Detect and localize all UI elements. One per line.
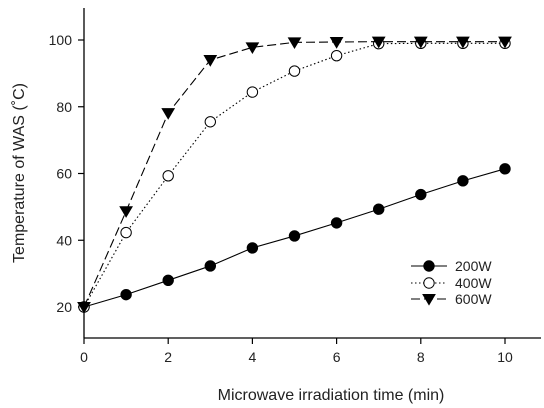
- data-point-200w: [120, 288, 132, 301]
- series-200w: [78, 163, 511, 313]
- y-tick-label: 80: [56, 99, 72, 115]
- data-point-600w: [498, 36, 512, 49]
- data-point-400w: [288, 65, 301, 77]
- x-axis-ticks: 0 2 4 6 8 10: [80, 338, 513, 365]
- data-point-200w: [288, 230, 301, 242]
- data-point-600w: [456, 36, 470, 49]
- data-point-600w: [371, 36, 386, 49]
- x-tick-label: 0: [80, 349, 88, 365]
- legend-item-400w: 400W: [411, 275, 492, 291]
- legend-marker-600w: [422, 294, 436, 306]
- x-tick-label: 6: [333, 349, 341, 365]
- x-tick-label: 10: [497, 349, 513, 365]
- data-point-400w: [120, 226, 132, 239]
- x-tick-label: 2: [164, 349, 172, 365]
- data-point-600w: [203, 55, 218, 67]
- y-tick-label: 100: [49, 32, 73, 48]
- data-point-600w: [245, 42, 260, 55]
- y-tick-label: 40: [56, 232, 72, 248]
- data-point-600w: [413, 36, 428, 49]
- data-point-200w: [330, 217, 343, 229]
- data-point-600w: [287, 37, 302, 50]
- y-axis-title: Temperature of WAS (˚C): [11, 83, 28, 263]
- y-tick-label: 60: [56, 166, 72, 182]
- data-point-600w: [119, 206, 133, 218]
- x-axis-title: Microwave irradiation time (min): [218, 387, 445, 404]
- data-point-200w: [457, 175, 469, 187]
- series-400w: [78, 37, 511, 313]
- data-point-600w: [77, 302, 91, 314]
- data-point-200w: [246, 242, 259, 254]
- y-axis-ticks: 20 40 60 80 100: [49, 32, 84, 315]
- legend-label-400w: 400W: [455, 275, 492, 291]
- data-point-200w: [499, 163, 511, 175]
- data-point-600w: [161, 108, 176, 120]
- legend-marker-200w: [423, 260, 435, 272]
- data-point-200w: [373, 203, 385, 215]
- data-point-200w: [415, 188, 427, 201]
- data-point-400w: [204, 116, 217, 128]
- y-tick-label: 20: [56, 299, 72, 315]
- series-600w: [77, 36, 512, 314]
- data-point-400w: [162, 170, 174, 182]
- data-point-200w: [204, 260, 217, 272]
- legend-item-200w: 200W: [411, 258, 492, 274]
- legend-label-200w: 200W: [455, 258, 492, 274]
- series-layer: [77, 36, 512, 314]
- data-point-200w: [162, 274, 174, 286]
- data-point-400w: [330, 49, 343, 62]
- x-tick-label: 4: [249, 349, 257, 365]
- x-tick-label: 8: [417, 349, 425, 365]
- legend-label-600w: 600W: [455, 291, 492, 307]
- data-point-600w: [329, 37, 344, 49]
- legend-item-600w: 600W: [411, 291, 492, 307]
- series-line-600w: [83, 41, 505, 308]
- legend-marker-400w: [423, 277, 435, 289]
- data-point-400w: [246, 86, 259, 98]
- series-line-400w: [83, 42, 505, 308]
